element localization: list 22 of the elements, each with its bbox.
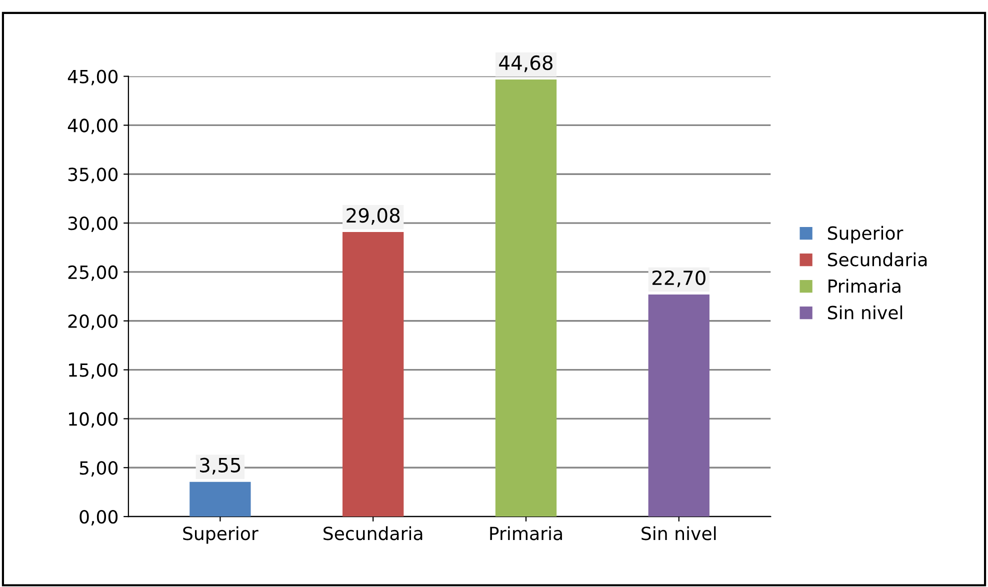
legend-label: Sin nivel bbox=[828, 305, 902, 320]
y-tick-label: 25,00 bbox=[68, 265, 118, 281]
data-label: 44,68 bbox=[499, 55, 552, 72]
legend-label: Superior bbox=[828, 226, 904, 244]
data-label: 29,08 bbox=[346, 208, 400, 225]
x-tick-label: Sin nivel bbox=[642, 526, 716, 540]
data-label: 3,55 bbox=[200, 458, 240, 474]
x-tick-label: Primaria bbox=[490, 526, 562, 540]
y-tick-label: 45,00 bbox=[68, 70, 118, 86]
legend-label: Secundaria bbox=[828, 252, 927, 266]
x-tick-label: Superior bbox=[183, 526, 258, 544]
y-tick-label: 30,00 bbox=[68, 216, 118, 232]
y-tick-label: 5,00 bbox=[80, 461, 118, 477]
x-tick-label: Secundaria bbox=[324, 526, 422, 540]
y-tick-label: 35,00 bbox=[68, 168, 118, 184]
y-tick-label: 40,00 bbox=[68, 118, 118, 134]
legend-label: Primaria bbox=[828, 278, 900, 293]
y-tick-label: 10,00 bbox=[69, 412, 118, 428]
y-tick-label: 0,00 bbox=[80, 510, 118, 526]
y-tick-label: 20,00 bbox=[68, 314, 118, 330]
y-tick-label: 15,00 bbox=[69, 363, 118, 379]
data-label: 22,70 bbox=[652, 270, 706, 288]
